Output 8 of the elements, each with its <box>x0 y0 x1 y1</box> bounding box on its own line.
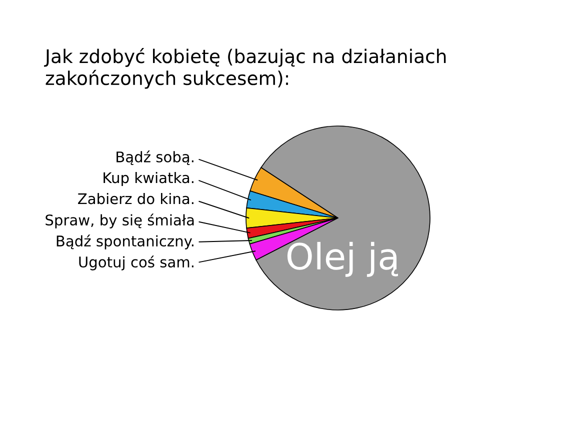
slice-label: Olej ją <box>287 242 398 277</box>
chart-title: Jak zdobyć kobietę (bazując na działaniach zakończonych sukcesem): <box>44 48 446 89</box>
slice-label: Bądź sobą. <box>116 150 194 166</box>
slice-label: Bądź spontaniczny. <box>56 234 194 250</box>
slice-label: Kup kwiatka. <box>104 172 194 186</box>
slice-label: Zabierz do kina. <box>78 192 194 204</box>
slice-label: Ugotuj coś sam. <box>79 256 194 270</box>
slice-label: Spraw, by się śmiała <box>46 214 194 228</box>
